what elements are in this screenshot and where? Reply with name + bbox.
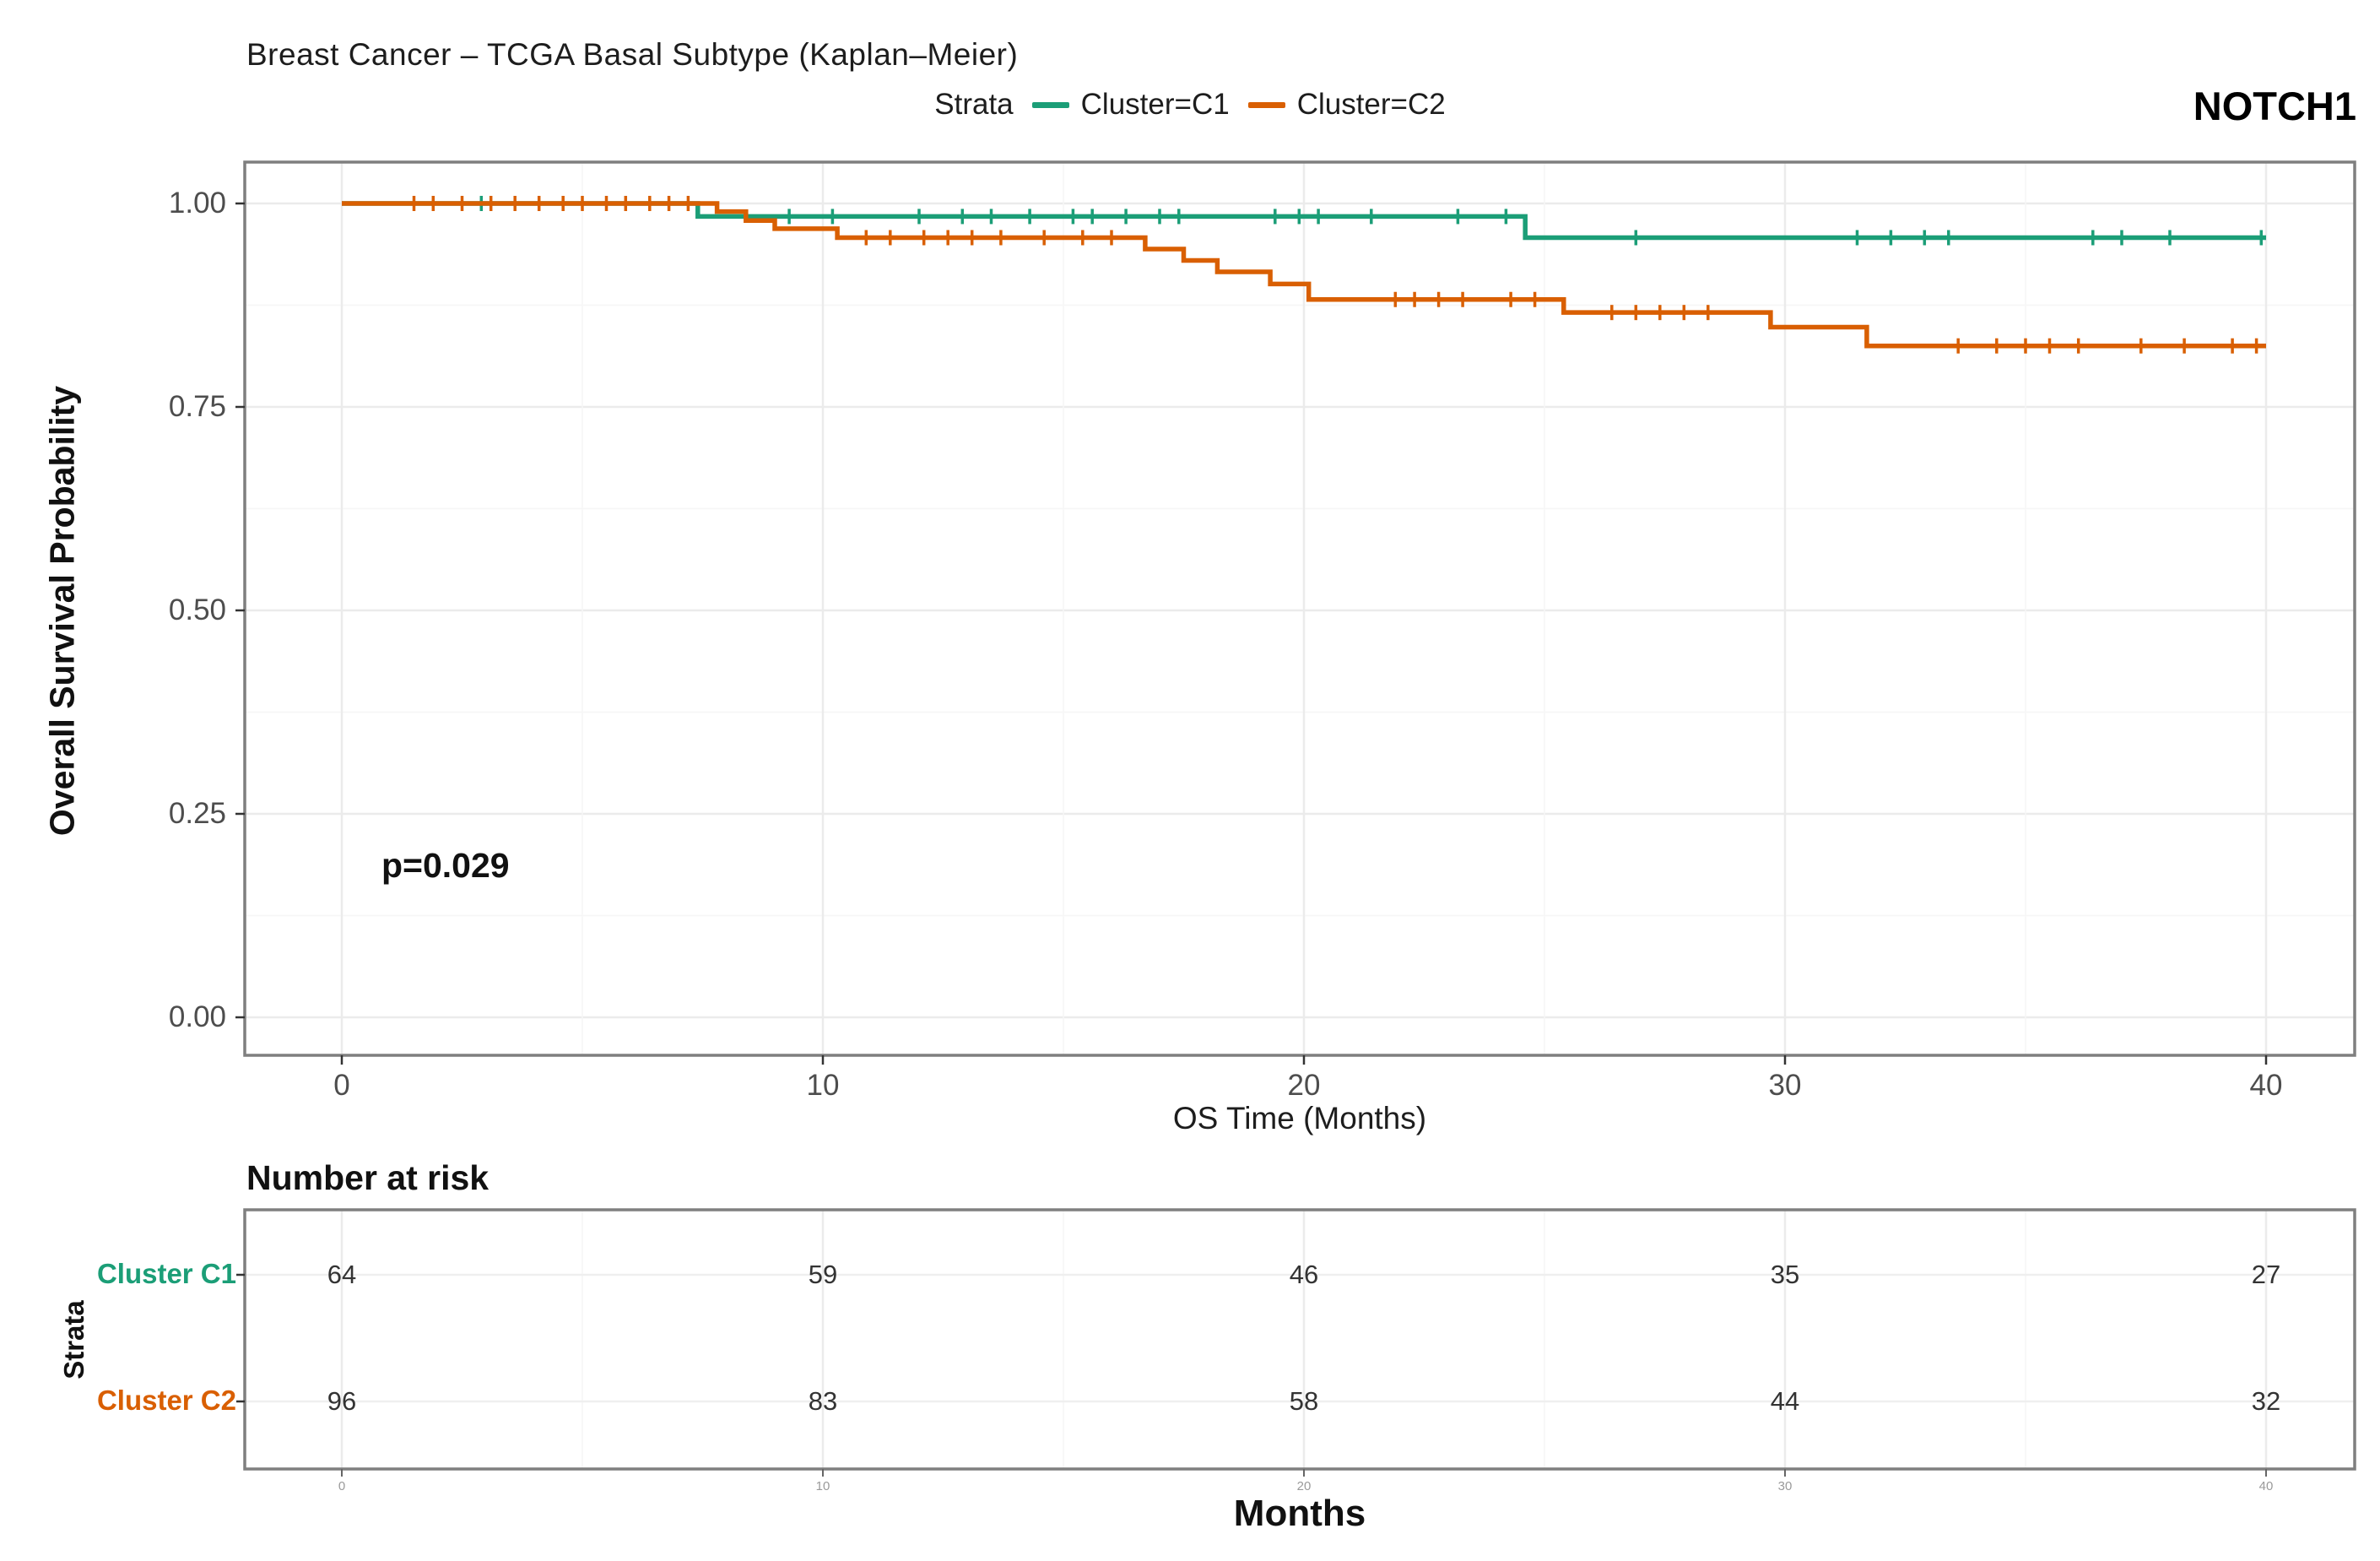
risk-mini-tick-label: 0 [338,1479,346,1493]
x-tick-label: 40 [2249,1069,2283,1102]
risk-row-label-c1: Cluster C1 [96,1258,236,1289]
risk-count: 27 [2251,1260,2281,1289]
main-panel-border [243,160,2356,1057]
risk-mini-tick-label: 10 [815,1479,830,1493]
risk-count: 96 [327,1386,357,1416]
y-tick-label: 0.50 [168,594,226,626]
legend-item-c2: Cluster=C2 [1247,88,1446,122]
risk-count: 44 [1770,1386,1800,1416]
risk-panel-border [243,1208,2356,1471]
y-tick-label: 0.75 [168,390,226,423]
risk-count: 32 [2251,1386,2281,1416]
risk-mini-tick-label: 30 [1777,1479,1793,1493]
risk-count: 64 [327,1260,357,1289]
risk-table-heading: Number at risk [246,1158,490,1197]
legend-key-line-c2 [1247,101,1285,108]
survival-curve-c2 [342,201,2266,349]
y-tick-label: 0.25 [168,797,226,830]
risk-mini-tick-label: 40 [2258,1479,2274,1493]
risk-count: 35 [1770,1260,1800,1289]
legend-key-line-c1 [1031,101,1069,108]
legend-text-c2: Cluster=C2 [1296,88,1446,121]
risk-count: 46 [1289,1260,1319,1289]
gene-label: NOTCH1 [2193,84,2356,128]
x-tick-label: 30 [1768,1069,1802,1102]
risk-x-axis-title: Months [1233,1493,1366,1534]
plot-title: Breast Cancer – TCGA Basal Subtype (Kapl… [246,37,1019,72]
p-value: p=0.029 [381,846,510,885]
risk-count: 58 [1289,1386,1319,1416]
y-tick-label: 1.00 [168,187,226,220]
legend-title: Strata [934,88,1014,121]
x-tick-label: 0 [333,1069,350,1102]
risk-count: 59 [808,1260,838,1289]
legend: Strata Cluster=C1 Cluster=C2 [0,88,2380,122]
y-tick-label: 0.00 [168,1000,226,1033]
x-axis-title: OS Time (Months) [1172,1101,1427,1136]
y-axis-title: Overall Survival Probability [42,385,82,837]
x-tick-label: 10 [806,1069,840,1102]
risk-mini-tick-label: 20 [1296,1479,1312,1493]
risk-row-label-c2: Cluster C2 [96,1385,236,1416]
risk-count: 83 [808,1386,838,1416]
x-tick-label: 20 [1287,1069,1321,1102]
legend-text-c1: Cluster=C1 [1080,88,1230,121]
legend-item-c1: Cluster=C1 [1031,88,1230,122]
